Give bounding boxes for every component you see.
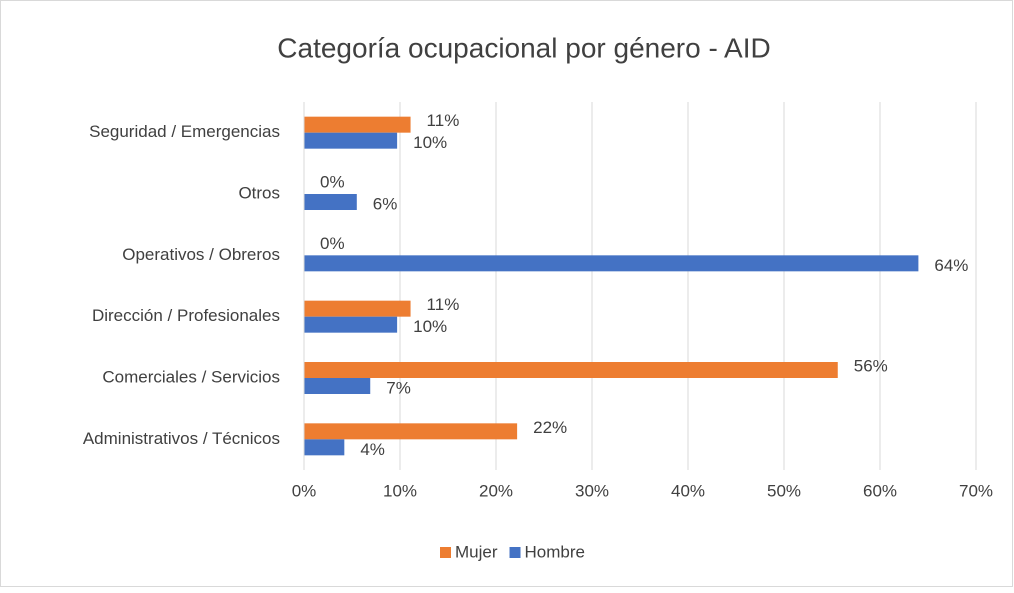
bar	[304, 132, 398, 149]
chart-title: Categoría ocupacional por género - AID	[277, 32, 770, 63]
bar	[304, 316, 398, 333]
bar	[304, 378, 371, 394]
y-tick-label: Otros	[238, 183, 280, 202]
y-tick-label: Dirección / Profesionales	[92, 306, 280, 325]
bar	[304, 362, 838, 378]
data-label: 22%	[533, 418, 567, 437]
bar	[304, 423, 518, 440]
x-tick-label: 70%	[959, 481, 993, 500]
bar	[304, 300, 411, 317]
data-label: 10%	[413, 133, 447, 152]
data-label: 64%	[934, 256, 968, 275]
y-tick-label: Administrativos / Técnicos	[83, 429, 280, 448]
legend-label: Mujer	[455, 542, 498, 561]
x-tick-label: 50%	[767, 481, 801, 500]
x-tick-label: 0%	[292, 481, 317, 500]
bar	[304, 116, 411, 133]
x-tick-label: 20%	[479, 481, 513, 500]
y-tick-label: Seguridad / Emergencias	[89, 122, 280, 141]
x-tick-label: 10%	[383, 481, 417, 500]
data-label: 56%	[854, 356, 888, 375]
data-label: 0%	[320, 234, 345, 253]
data-label: 6%	[373, 194, 398, 213]
legend-swatch	[440, 547, 451, 558]
legend-label: Hombre	[525, 542, 585, 561]
data-label: 0%	[320, 172, 345, 191]
data-label: 11%	[427, 111, 460, 130]
x-tick-label: 60%	[863, 481, 897, 500]
y-tick-label: Operativos / Obreros	[122, 245, 280, 264]
x-tick-label: 30%	[575, 481, 609, 500]
data-label: 10%	[413, 317, 447, 336]
bar	[304, 255, 919, 272]
data-label: 4%	[360, 440, 385, 459]
data-label: 7%	[386, 378, 411, 397]
x-tick-label: 40%	[671, 481, 705, 500]
bar	[304, 439, 345, 456]
y-tick-label: Comerciales / Servicios	[102, 367, 280, 386]
data-label: 11%	[427, 295, 460, 314]
bar	[304, 194, 357, 210]
legend-swatch	[509, 547, 521, 558]
